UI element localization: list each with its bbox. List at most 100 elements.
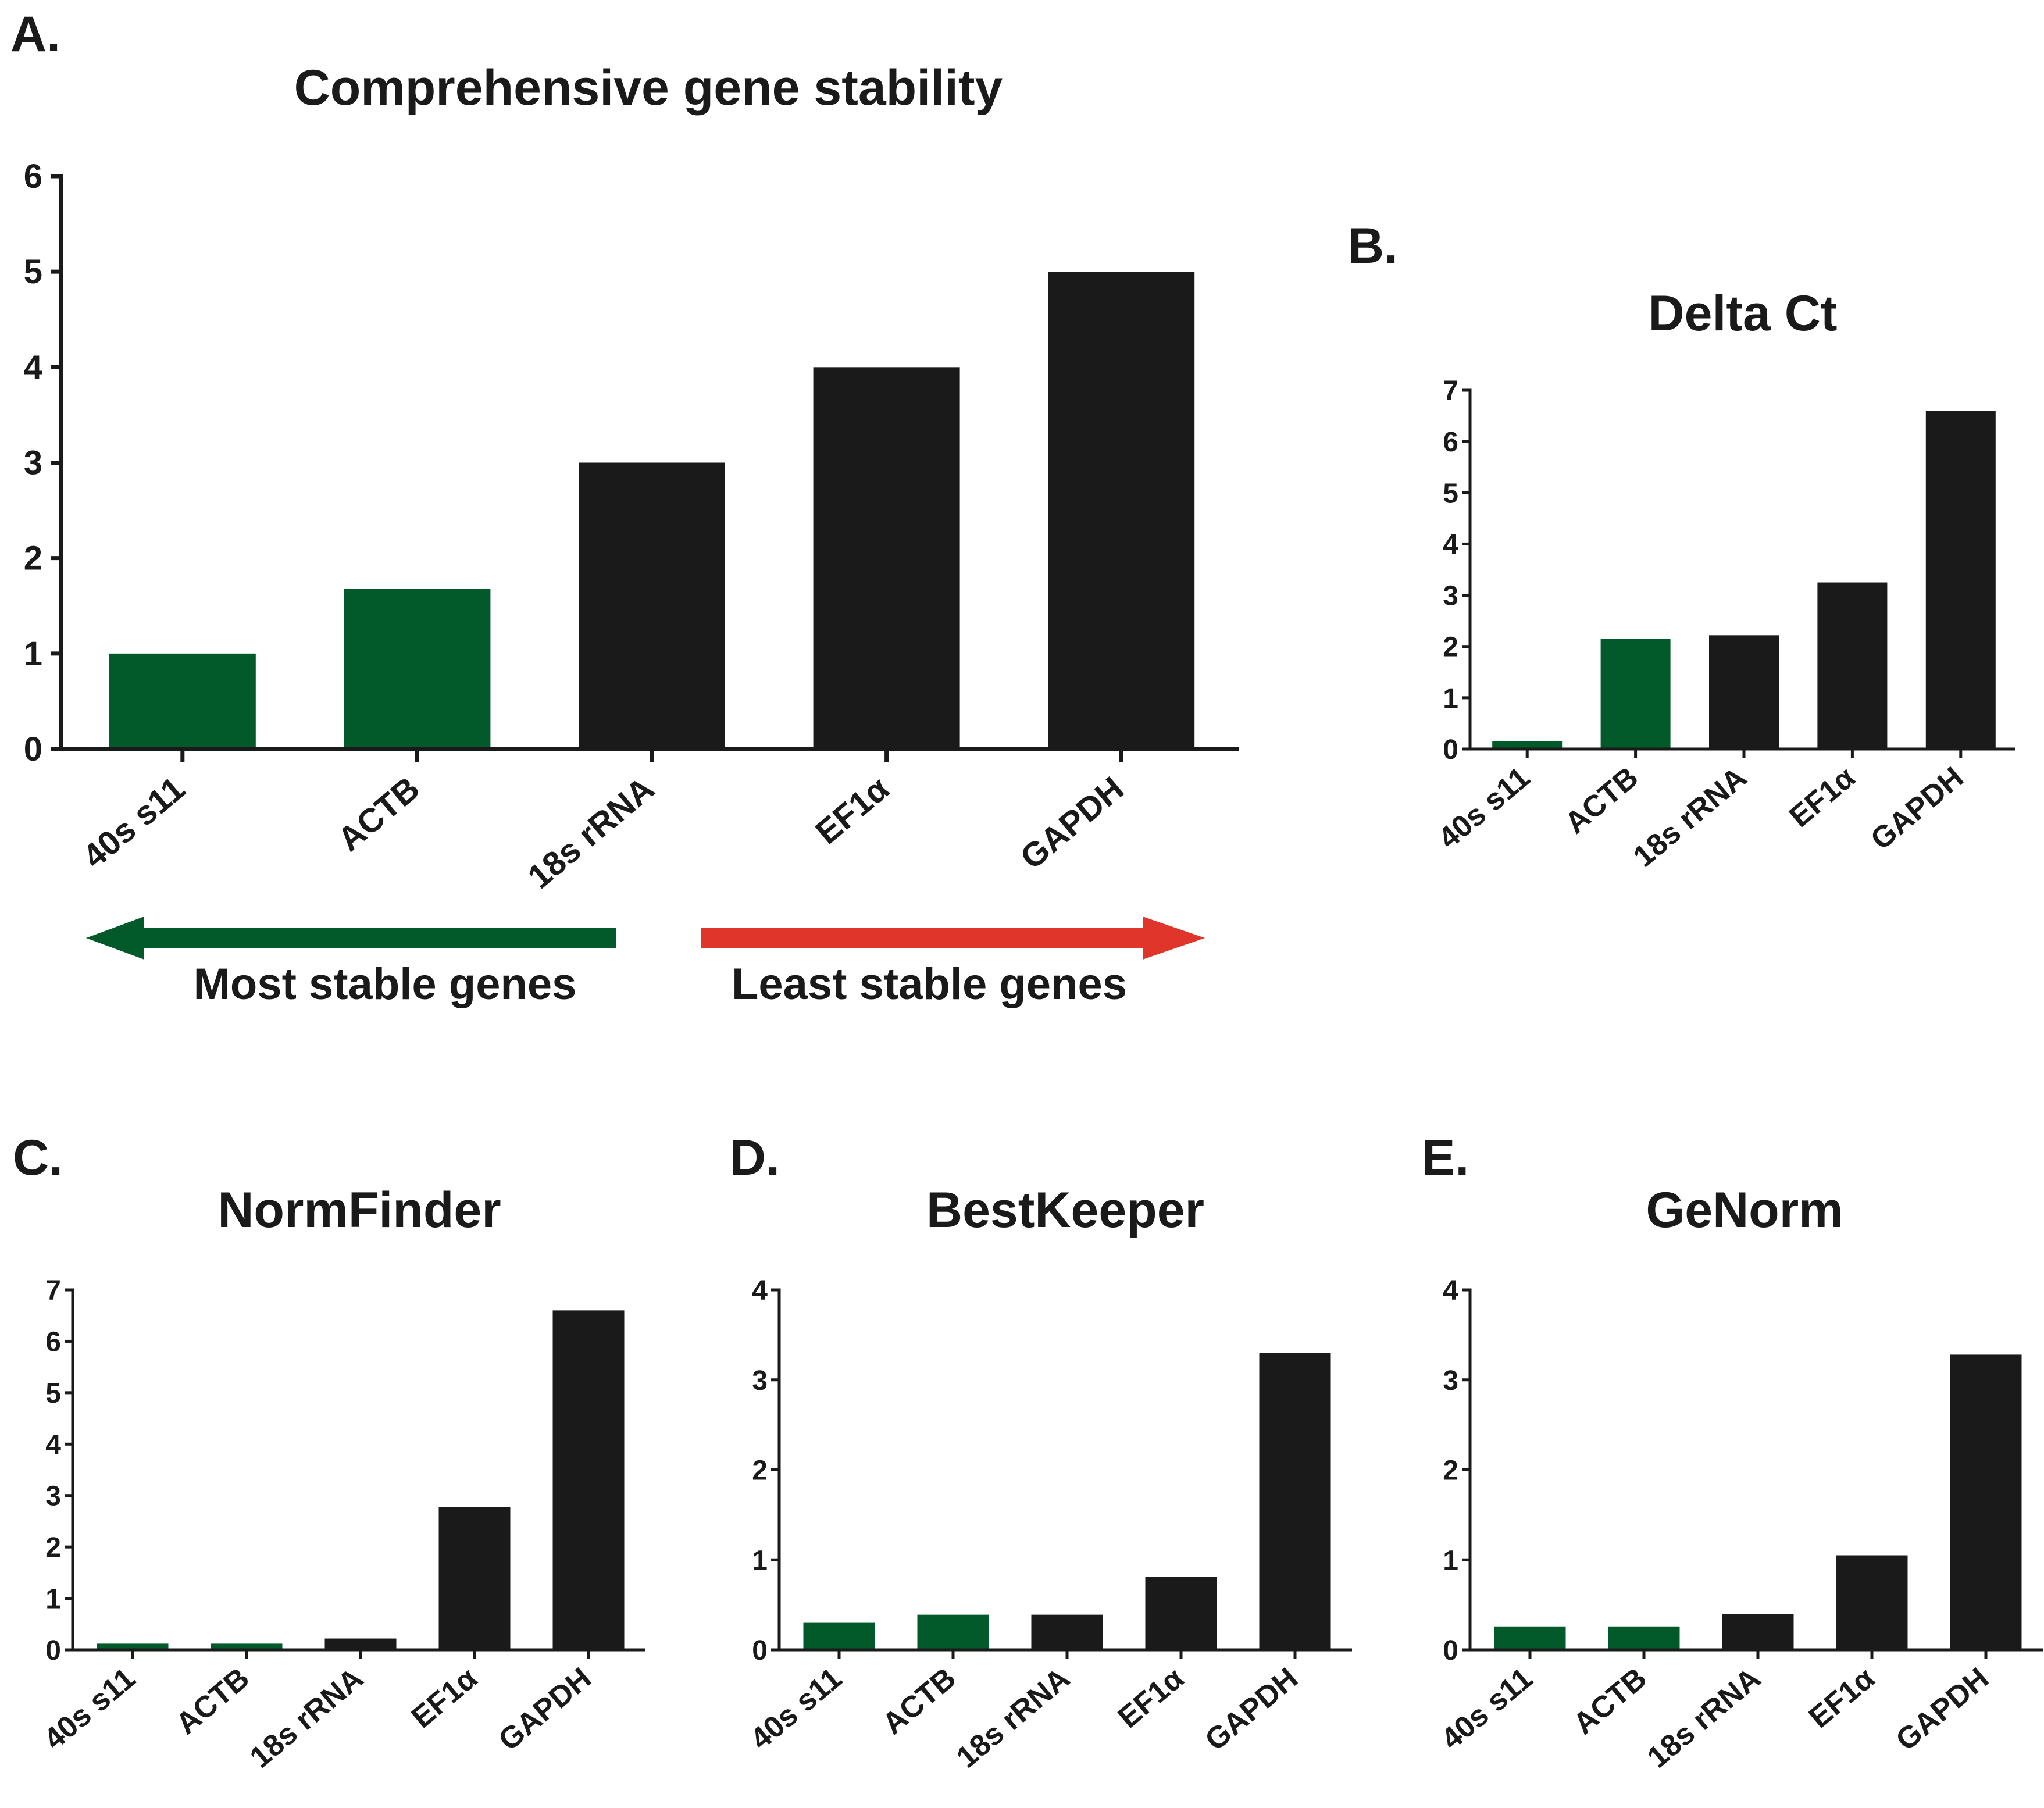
panel-d-bar-3 bbox=[1145, 1577, 1217, 1650]
panel-c-bar-3 bbox=[438, 1507, 511, 1650]
stability-arrows: Most stable genes Least stable genes bbox=[86, 917, 1205, 1009]
panel-c-ytick-label-1: 1 bbox=[45, 1584, 61, 1615]
panel-c-title: NormFinder bbox=[217, 1182, 501, 1238]
panel-d-xtick-label-0: 40s s11 bbox=[744, 1661, 848, 1756]
panel-b-xtick-label-3: EF1α bbox=[1783, 761, 1861, 834]
panel-e-xtick-label-2: 18s rRNA bbox=[1641, 1661, 1767, 1775]
panel-c-xtick-label-0: 40s s11 bbox=[38, 1661, 142, 1756]
panel-a-ytick-label-1: 1 bbox=[24, 635, 42, 673]
panel-b-ytick-label-4: 4 bbox=[1443, 529, 1458, 560]
panel-d-xtick-label-1: ACTB bbox=[876, 1661, 962, 1741]
panel-e-ytick-label-0: 0 bbox=[1443, 1635, 1458, 1666]
panel-d-bar-2 bbox=[1031, 1614, 1103, 1650]
least-stable-arrow bbox=[701, 917, 1205, 960]
panel-b-xtick-label-1: ACTB bbox=[1558, 761, 1645, 840]
panel-a-ytick-label-2: 2 bbox=[24, 540, 42, 577]
panel-d-ytick-label-1: 1 bbox=[752, 1545, 768, 1576]
panel-b-bar-4 bbox=[1925, 411, 1996, 749]
panel-e-xtick-label-4: GAPDH bbox=[1890, 1661, 1995, 1757]
panel-a-xtick-label-3: EF1α bbox=[808, 769, 896, 851]
panel-a-bar-0 bbox=[109, 653, 256, 749]
panel-d-bar-1 bbox=[917, 1614, 989, 1650]
panel-e-ytick-label-4: 4 bbox=[1443, 1275, 1458, 1306]
panel-a-ytick-label-0: 0 bbox=[24, 730, 42, 768]
panel-c-bar-1 bbox=[211, 1643, 283, 1650]
panel-b-xtick-label-4: GAPDH bbox=[1864, 761, 1970, 857]
panel-b-bar-0 bbox=[1492, 741, 1563, 749]
panel-a-bar-4 bbox=[1048, 272, 1195, 750]
panel-c-ytick-label-3: 3 bbox=[45, 1481, 61, 1512]
panel-e-label: E. bbox=[1422, 1130, 1469, 1186]
panel-d-label: D. bbox=[730, 1130, 780, 1186]
panel-d-bar-0 bbox=[803, 1622, 875, 1650]
panel-d-xtick-label-4: GAPDH bbox=[1199, 1661, 1304, 1757]
panel-b-ytick-label-1: 1 bbox=[1443, 683, 1458, 714]
most-stable-arrow bbox=[86, 917, 616, 960]
panel-b-bar-2 bbox=[1709, 635, 1779, 749]
panel-a-xtick-label-1: ACTB bbox=[331, 769, 427, 858]
panel-e-ytick-label-1: 1 bbox=[1443, 1545, 1458, 1576]
panel-a-bar-1 bbox=[344, 589, 491, 749]
panel-c-ytick-label-4: 4 bbox=[45, 1429, 61, 1460]
panel-e-title: GeNorm bbox=[1646, 1182, 1843, 1238]
panel-c-ytick-label-2: 2 bbox=[45, 1532, 61, 1563]
panel-c-bar-4 bbox=[552, 1310, 625, 1650]
panel-d-ytick-label-3: 3 bbox=[752, 1365, 768, 1396]
panel-c-ytick-label-6: 6 bbox=[45, 1326, 61, 1357]
panel-e-ytick-label-2: 2 bbox=[1443, 1456, 1458, 1486]
panel-a-bar-2 bbox=[579, 462, 725, 749]
panel-b-ytick-label-5: 5 bbox=[1443, 478, 1458, 509]
panel-b-ytick-label-2: 2 bbox=[1443, 632, 1458, 663]
panel-b-ytick-label-3: 3 bbox=[1443, 581, 1458, 612]
panel-a-bar-3 bbox=[813, 367, 960, 749]
panel-b-ytick-label-6: 6 bbox=[1443, 427, 1458, 458]
panel-e-xtick-label-3: EF1α bbox=[1803, 1661, 1881, 1735]
panel-a-xtick-label-4: GAPDH bbox=[1013, 769, 1130, 876]
panel-c-bar-0 bbox=[97, 1643, 169, 1650]
panel-a-ytick-label-3: 3 bbox=[24, 444, 42, 482]
panel-b-ytick-label-0: 0 bbox=[1443, 734, 1458, 765]
panel-e-bar-4 bbox=[1950, 1354, 2022, 1650]
panel-d-title: BestKeeper bbox=[926, 1182, 1204, 1238]
panel-a-xtick-label-0: 40s s11 bbox=[76, 769, 192, 876]
panel-e-xtick-label-0: 40s s11 bbox=[1435, 1661, 1539, 1756]
panel-a: A. Comprehensive gene stability 0 1 2 3 4 5 6 4… bbox=[10, 6, 1239, 896]
most-stable-label: Most stable genes bbox=[194, 960, 577, 1009]
panel-b-xtick-label-0: 40s s11 bbox=[1432, 761, 1536, 855]
panel-c-xtick-label-1: ACTB bbox=[170, 1661, 256, 1741]
panel-a-ytick-label-5: 5 bbox=[24, 253, 42, 291]
panel-b-label: B. bbox=[1348, 218, 1398, 274]
panel-d-ytick-label-0: 0 bbox=[752, 1635, 768, 1666]
panel-a-xtick-label-2: 18s rRNA bbox=[521, 769, 662, 896]
panel-c-ytick-label-0: 0 bbox=[45, 1635, 61, 1666]
panel-b-bar-3 bbox=[1817, 582, 1888, 749]
panel-c-xtick-label-4: GAPDH bbox=[493, 1661, 598, 1757]
panel-e-bar-1 bbox=[1608, 1626, 1680, 1650]
panel-c-label: C. bbox=[13, 1130, 63, 1186]
panel-c-ytick-label-5: 5 bbox=[45, 1378, 61, 1409]
panel-d-xtick-label-3: EF1α bbox=[1112, 1661, 1190, 1735]
panel-a-ytick-label-6: 6 bbox=[24, 158, 42, 195]
panel-e-bar-2 bbox=[1722, 1614, 1794, 1650]
panel-b-ytick-label-7: 7 bbox=[1443, 376, 1458, 406]
panel-a-title: Comprehensive gene stability bbox=[294, 60, 1003, 116]
panel-d-ytick-label-4: 4 bbox=[752, 1275, 768, 1306]
panel-a-label: A. bbox=[10, 6, 60, 62]
panel-e-bar-0 bbox=[1494, 1626, 1566, 1650]
panel-a-ytick-label-4: 4 bbox=[24, 348, 42, 386]
panel-b-title: Delta Ct bbox=[1649, 286, 1838, 341]
panel-d-ytick-label-2: 2 bbox=[752, 1456, 768, 1486]
panel-c-xtick-label-3: EF1α bbox=[405, 1661, 484, 1735]
panel-c-ytick-label-7: 7 bbox=[45, 1275, 61, 1306]
panel-e-xtick-label-1: ACTB bbox=[1567, 1661, 1653, 1741]
panel-e-ytick-label-3: 3 bbox=[1443, 1365, 1458, 1396]
